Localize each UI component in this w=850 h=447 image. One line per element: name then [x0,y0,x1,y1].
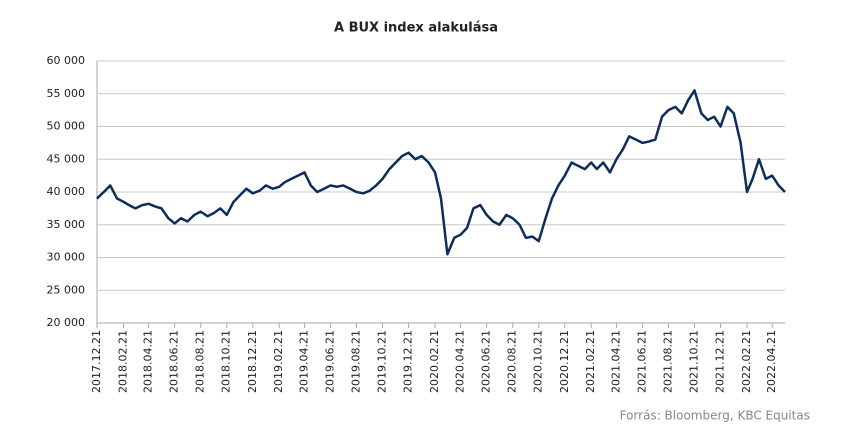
y-tick-label: 35 000 [47,218,86,231]
x-tick-label: 2019.02.21 [272,330,285,393]
x-tick-label: 2020.02.21 [428,330,441,393]
x-tick-label: 2021.02.21 [584,330,597,393]
y-tick-label: 50 000 [47,120,86,133]
source: Forrás: Bloomberg, KBC Equitas [620,409,810,423]
y-tick-label: 60 000 [47,54,86,67]
y-tick-label: 20 000 [47,316,86,329]
x-tick-label: 2022.02.21 [740,330,753,393]
line-series [96,89,786,256]
x-tick-label: 2019.12.21 [402,330,415,393]
x-tick-label: 2020.04.21 [454,330,467,393]
x-tick-label: 2020.10.21 [532,330,545,393]
y-tick-label: 55 000 [47,87,86,100]
x-tick-label: 2020.08.21 [506,330,519,393]
y-tick-label: 45 000 [47,152,86,165]
y-tick-label: 40 000 [47,185,86,198]
x-tick-label: 2018.04.21 [142,330,155,393]
x-tick-label: 2021.04.21 [609,330,622,393]
x-tick-label: 2021.10.21 [688,330,701,393]
x-tick-label: 2020.12.21 [558,330,571,393]
x-tick-label: 2019.08.21 [349,330,362,393]
x-tick-label: 2018.10.21 [220,330,233,393]
x-tick-label: 2019.06.21 [323,330,336,393]
y-tick-label: 25 000 [47,283,86,296]
x-tick-label: 2017.12.21 [90,330,103,393]
x-tick-label: 2018.02.21 [116,330,129,393]
x-tick-label: 2019.10.21 [376,330,389,393]
x-tick-label: 2020.06.21 [480,330,493,393]
x-tick-label: 2019.04.21 [297,330,310,393]
x-tick-label: 2018.06.21 [168,330,181,393]
x-tick-label: 2018.08.21 [194,330,207,393]
x-tick-label: 2021.08.21 [661,330,674,393]
x-tick-label: 2022.04.21 [765,330,778,393]
x-tick-label: 2018.12.21 [246,330,259,393]
chart-title: A BUX index alakulása [334,21,498,36]
y-tick-label: 30 000 [47,251,86,264]
x-tick-label: 2021.06.21 [635,330,648,393]
x-tick-label: 2021.12.21 [714,330,727,393]
